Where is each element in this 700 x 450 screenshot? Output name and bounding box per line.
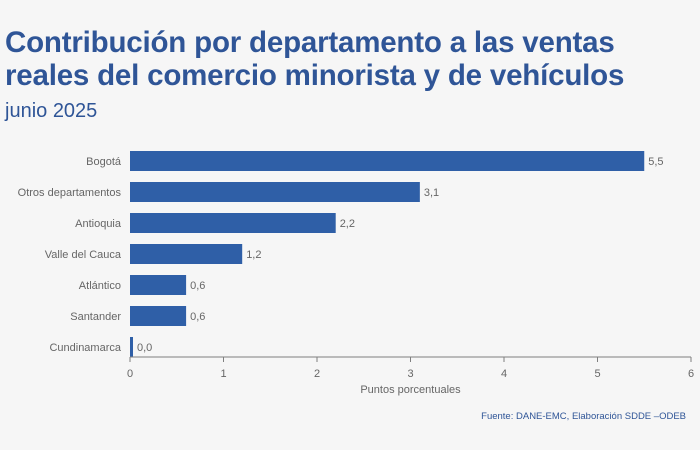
- value-label: 0,0: [137, 342, 152, 354]
- x-tick-label: 1: [220, 368, 226, 380]
- x-tick-label: 3: [407, 368, 413, 380]
- x-tick-label: 2: [314, 368, 320, 380]
- value-label: 1,2: [246, 249, 261, 261]
- x-tick-label: 5: [594, 368, 600, 380]
- value-label: 0,6: [190, 280, 205, 292]
- bar: [130, 213, 336, 233]
- category-label: Cundinamarca: [49, 342, 121, 354]
- bar: [130, 275, 187, 295]
- value-label: 3,1: [424, 187, 439, 199]
- value-label: 2,2: [340, 218, 355, 230]
- bar: [130, 306, 187, 326]
- x-tick-label: 4: [501, 368, 507, 380]
- category-label: Antioquia: [75, 218, 122, 230]
- chart-subtitle: junio 2025: [5, 100, 98, 122]
- chart-title: Contribución por departamento a las vent…: [5, 26, 625, 92]
- x-tick-label: 6: [688, 368, 694, 380]
- value-label: 0,6: [190, 311, 205, 323]
- x-tick-label: 0: [127, 368, 133, 380]
- category-label: Santander: [70, 311, 121, 323]
- bar: [130, 151, 645, 171]
- value-label: 5,5: [648, 156, 663, 168]
- category-label: Atlántico: [79, 280, 121, 292]
- bar: [130, 337, 133, 357]
- category-label: Bogotá: [86, 156, 122, 168]
- x-axis-title: Puntos porcentuales: [360, 384, 461, 396]
- bar: [130, 182, 420, 202]
- category-label: Valle del Cauca: [45, 249, 122, 261]
- bar: [130, 244, 243, 264]
- category-label: Otros departamentos: [18, 187, 122, 199]
- source-note: Fuente: DANE-EMC, Elaboración SDDE –ODEB: [481, 411, 686, 422]
